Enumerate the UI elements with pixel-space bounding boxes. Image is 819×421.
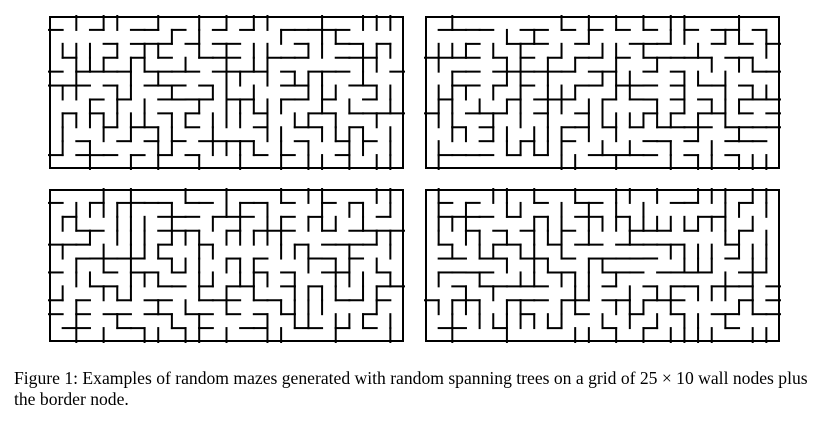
maze-bottom-right xyxy=(424,188,781,343)
maze-top-right xyxy=(424,15,781,170)
maze-walls xyxy=(48,188,405,343)
maze-bottom-left-graphic xyxy=(48,188,405,343)
maze-border xyxy=(425,189,780,342)
maze-top-right-graphic xyxy=(424,15,781,170)
maze-walls xyxy=(424,15,781,170)
maze-walls xyxy=(48,15,405,170)
maze-walls xyxy=(424,188,781,343)
maze-top-left-graphic xyxy=(48,15,405,170)
maze-top-left xyxy=(48,15,405,170)
maze-border xyxy=(49,16,404,169)
maze-border xyxy=(49,189,404,342)
maze-bottom-right-graphic xyxy=(424,188,781,343)
figure-caption: Figure 1: Examples of random mazes gener… xyxy=(14,368,808,409)
maze-bottom-left xyxy=(48,188,405,343)
maze-border xyxy=(425,16,780,169)
